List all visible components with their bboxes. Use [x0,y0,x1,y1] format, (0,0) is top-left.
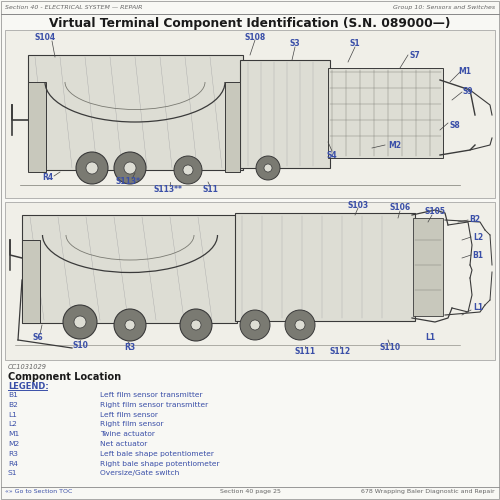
Text: L2: L2 [8,422,17,428]
Text: S113*: S113* [116,178,140,186]
Text: S7: S7 [410,50,420,59]
Bar [28,55,243,170]
Circle shape [174,156,202,184]
Bar [28,82,46,172]
Text: L2: L2 [473,232,483,241]
Text: M2: M2 [8,441,19,447]
Text: S8: S8 [450,120,460,130]
Text: L1: L1 [8,412,17,418]
Text: Section 40 page 25: Section 40 page 25 [220,489,280,494]
Text: S11: S11 [202,186,218,194]
Text: M1: M1 [458,68,471,76]
Circle shape [191,320,201,330]
Circle shape [240,310,270,340]
Circle shape [180,309,212,341]
Circle shape [63,305,97,339]
Text: S103: S103 [348,200,368,209]
Text: R3: R3 [8,451,18,457]
Text: S111: S111 [294,348,316,356]
Text: S112: S112 [330,348,350,356]
Text: S108: S108 [244,32,266,42]
Text: S9: S9 [462,88,473,96]
Text: R3: R3 [124,342,136,351]
Text: S1: S1 [8,470,18,476]
Text: S113**: S113** [154,186,182,194]
Circle shape [86,162,98,174]
Circle shape [76,152,108,184]
Text: Component Location: Component Location [8,372,121,382]
Text: Group 10: Sensors and Switches: Group 10: Sensors and Switches [393,5,495,10]
Text: M1: M1 [8,431,19,437]
Text: Left film sensor: Left film sensor [100,412,158,418]
Text: Net actuator: Net actuator [100,441,147,447]
Text: Section 40 - ELECTRICAL SYSTEM — REPAIR: Section 40 - ELECTRICAL SYSTEM — REPAIR [5,5,142,10]
Text: Oversize/Gate switch: Oversize/Gate switch [100,470,180,476]
Bar [328,68,443,158]
Text: S6: S6 [32,334,44,342]
Circle shape [183,165,193,175]
Circle shape [256,156,280,180]
Text: Virtual Terminal Component Identification (S.N. 089000—): Virtual Terminal Component Identificatio… [50,17,450,30]
Circle shape [264,164,272,172]
Text: S4: S4 [326,150,338,160]
Text: «» Go to Section TOC: «» Go to Section TOC [5,489,72,494]
Text: R4: R4 [42,174,54,182]
Circle shape [250,320,260,330]
Text: S104: S104 [34,34,56,42]
Bar [22,240,40,323]
Circle shape [114,309,146,341]
Text: Right bale shape potentiometer: Right bale shape potentiometer [100,460,220,466]
Bar [225,82,240,172]
Text: S3: S3 [290,40,300,48]
Bar [22,215,237,323]
Text: B1: B1 [8,392,18,398]
Circle shape [124,162,136,174]
Bar [5,202,495,360]
Circle shape [295,320,305,330]
Text: S105: S105 [424,208,446,216]
Text: Left bale shape potentiometer: Left bale shape potentiometer [100,451,214,457]
Text: LEGEND:: LEGEND: [8,382,49,391]
Circle shape [74,316,86,328]
Text: Left film sensor transmitter: Left film sensor transmitter [100,392,202,398]
Bar [413,218,443,316]
Text: B2: B2 [8,402,18,408]
Text: S10: S10 [72,340,88,349]
Text: B2: B2 [470,216,480,224]
Text: 678 Wrapping Baler Diagnostic and Repair: 678 Wrapping Baler Diagnostic and Repair [362,489,495,494]
Text: S106: S106 [390,204,410,212]
Text: Right film sensor transmitter: Right film sensor transmitter [100,402,208,408]
Text: B1: B1 [472,250,484,260]
Text: S1: S1 [350,40,360,48]
Text: Twine actuator: Twine actuator [100,431,155,437]
Circle shape [285,310,315,340]
Text: L1: L1 [425,334,435,342]
Bar [240,60,330,168]
Text: R4: R4 [8,460,18,466]
Text: S110: S110 [380,344,400,352]
Text: Right film sensor: Right film sensor [100,422,164,428]
Text: CC1031029: CC1031029 [8,364,47,370]
Text: M2: M2 [388,140,402,149]
Bar [5,30,495,198]
Bar [235,213,415,321]
Circle shape [125,320,135,330]
Text: L1: L1 [473,304,483,312]
Circle shape [114,152,146,184]
